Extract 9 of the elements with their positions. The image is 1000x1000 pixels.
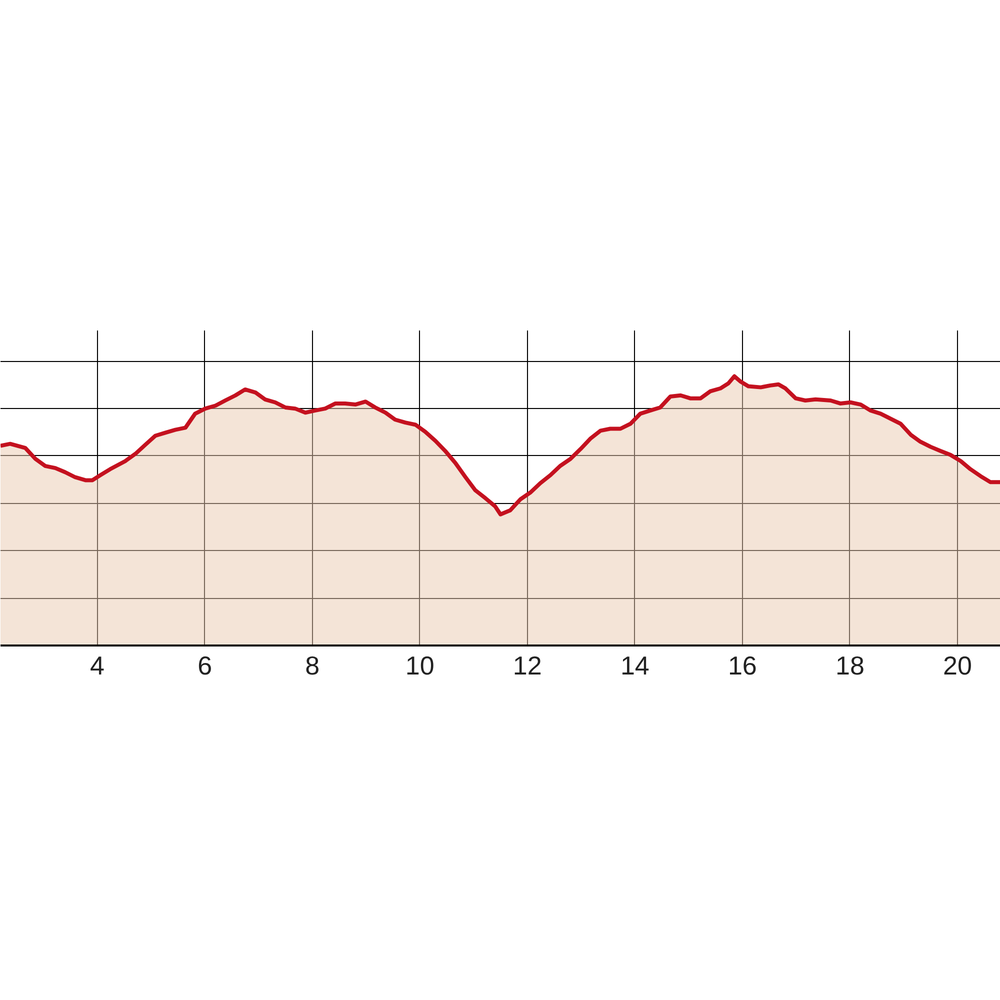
- x-tick-label: 12: [512, 650, 542, 680]
- x-tick-label: 20: [943, 650, 972, 680]
- x-tick-label: 8: [305, 650, 320, 680]
- x-tick-label: 6: [198, 650, 212, 680]
- x-tick-label: 14: [620, 650, 650, 680]
- x-tick-label: 10: [405, 650, 434, 680]
- x-tick-label: 18: [836, 650, 864, 680]
- x-tick-label: 16: [728, 650, 757, 680]
- x-tick-label: 4: [90, 650, 105, 680]
